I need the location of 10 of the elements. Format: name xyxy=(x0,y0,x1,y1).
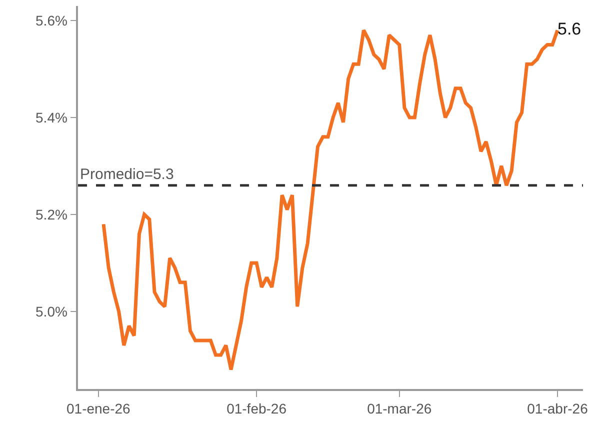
ref-line-label: Promedio=5.3 xyxy=(80,166,174,183)
x-tick-label: 01-abr-26 xyxy=(527,400,588,417)
y-tick-label: 5.4% xyxy=(36,109,68,126)
y-tick-label: 5.0% xyxy=(36,303,68,320)
y-tick-label: 5.6% xyxy=(36,12,68,28)
x-tick-label: 01-feb-26 xyxy=(226,400,287,417)
x-tick-label: 01-ene-26 xyxy=(66,400,131,417)
data-label: 5.6 xyxy=(557,19,582,38)
y-tick-label: 5.2% xyxy=(36,206,68,222)
x-tick-label: 01-mar-26 xyxy=(367,400,432,417)
